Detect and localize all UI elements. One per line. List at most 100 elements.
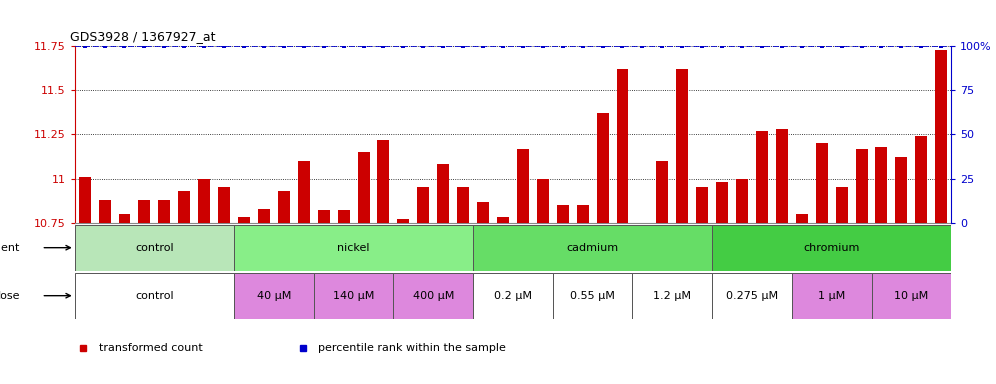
Bar <box>632 273 712 319</box>
Bar <box>712 225 951 271</box>
Point <box>774 43 790 49</box>
Point <box>595 43 611 49</box>
Point <box>535 43 551 49</box>
Point <box>674 43 690 49</box>
Point <box>913 43 929 49</box>
Point <box>734 43 750 49</box>
Point <box>415 43 431 49</box>
Point <box>615 43 630 49</box>
Bar <box>895 157 907 223</box>
Bar <box>318 210 330 223</box>
Bar <box>258 209 270 223</box>
Bar <box>238 217 250 223</box>
Bar <box>338 210 350 223</box>
Point <box>156 43 172 49</box>
Bar <box>278 191 290 223</box>
Text: 1 μM: 1 μM <box>818 291 846 301</box>
Text: control: control <box>135 243 173 253</box>
Text: agent: agent <box>0 243 20 253</box>
Point <box>515 43 531 49</box>
Point <box>455 43 471 49</box>
Bar <box>553 273 632 319</box>
Bar <box>457 187 469 223</box>
Bar <box>178 191 190 223</box>
Bar <box>875 147 887 223</box>
Bar <box>397 219 409 223</box>
Text: nickel: nickel <box>338 243 370 253</box>
Bar <box>234 273 314 319</box>
Text: chromium: chromium <box>804 243 860 253</box>
Text: 40 μM: 40 μM <box>257 291 291 301</box>
Bar <box>119 214 130 223</box>
Bar <box>792 273 872 319</box>
Point <box>395 43 411 49</box>
Bar <box>656 161 668 223</box>
Bar <box>437 164 449 223</box>
Text: 10 μM: 10 μM <box>894 291 928 301</box>
Bar <box>75 225 234 271</box>
Point <box>814 43 830 49</box>
Point <box>893 43 909 49</box>
Bar <box>776 129 788 223</box>
Bar <box>417 187 429 223</box>
Point <box>834 43 850 49</box>
Bar <box>577 205 589 223</box>
Point <box>495 43 511 49</box>
Bar <box>836 187 848 223</box>
Bar <box>557 205 569 223</box>
Point <box>176 43 192 49</box>
Point <box>694 43 710 49</box>
Bar <box>99 200 111 223</box>
Bar <box>696 187 708 223</box>
Point <box>854 43 870 49</box>
Point <box>754 43 770 49</box>
Bar <box>377 140 389 223</box>
Text: 0.2 μM: 0.2 μM <box>494 291 532 301</box>
Bar <box>617 69 628 223</box>
Bar <box>393 273 473 319</box>
Bar <box>915 136 927 223</box>
Bar <box>473 225 712 271</box>
Point <box>316 43 332 49</box>
Bar <box>218 187 230 223</box>
Text: 0.55 μM: 0.55 μM <box>570 291 616 301</box>
Bar <box>935 50 947 223</box>
Point <box>136 43 152 49</box>
Bar <box>712 273 792 319</box>
Bar <box>314 273 393 319</box>
Point <box>475 43 491 49</box>
Bar <box>477 202 489 223</box>
Point <box>435 43 451 49</box>
Bar <box>497 217 509 223</box>
Point <box>236 43 252 49</box>
Bar <box>816 143 828 223</box>
Point <box>276 43 292 49</box>
Point <box>296 43 312 49</box>
Bar <box>358 152 370 223</box>
Text: percentile rank within the sample: percentile rank within the sample <box>319 343 506 353</box>
Text: 0.275 μM: 0.275 μM <box>726 291 778 301</box>
Bar <box>75 273 234 319</box>
Bar <box>234 225 473 271</box>
Text: 140 μM: 140 μM <box>333 291 374 301</box>
Bar <box>158 200 170 223</box>
Bar <box>796 214 808 223</box>
Bar <box>597 113 609 223</box>
Bar <box>676 69 688 223</box>
Point <box>117 43 132 49</box>
Point <box>794 43 810 49</box>
Bar <box>736 179 748 223</box>
Bar <box>716 182 728 223</box>
Text: GDS3928 / 1367927_at: GDS3928 / 1367927_at <box>71 30 216 43</box>
Point <box>97 43 113 49</box>
Bar <box>79 177 91 223</box>
Bar <box>756 131 768 223</box>
Bar <box>872 273 951 319</box>
Point <box>714 43 730 49</box>
Point <box>575 43 591 49</box>
Bar <box>537 179 549 223</box>
Point <box>336 43 352 49</box>
Point <box>196 43 212 49</box>
Point <box>256 43 272 49</box>
Point <box>356 43 372 49</box>
